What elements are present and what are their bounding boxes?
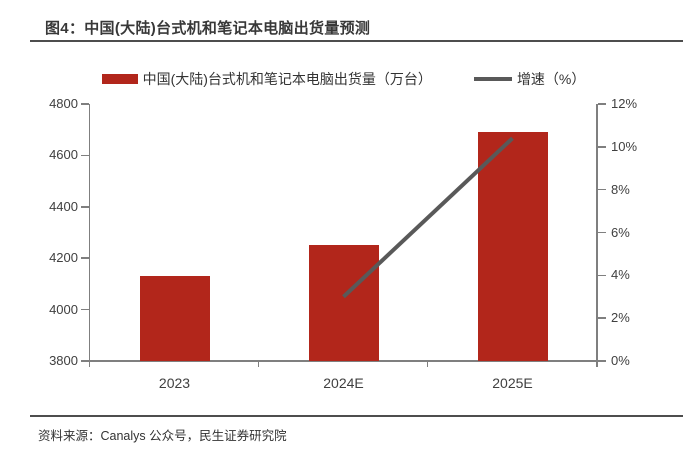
y-axis-right-label: 10% [611,138,638,154]
legend-item-shipments: 中国(大陆)台式机和笔记本电脑出货量（万台） [101,69,432,89]
y-axis-right [596,104,598,361]
y-axis-right-tick [597,274,606,277]
y-axis-right-label: 4% [611,267,630,283]
y-axis-left-label: 4200 [49,250,78,266]
y-axis-right-label: 0% [611,353,630,368]
line-series-swatch-icon [473,77,512,81]
x-axis-label: 2025E [492,375,533,391]
y-axis-left-label: 3800 [49,353,78,368]
legend-item-growth: 增速（%） [473,69,586,89]
bar-2025E [477,132,548,361]
y-axis-right-tick [597,146,606,148]
y-axis-right-tick [597,360,606,362]
y-axis-right-label: 12% [611,96,638,111]
y-axis-left-label: 4400 [49,198,78,214]
x-axis-tick [88,361,90,367]
y-axis-left-label: 4800 [49,96,78,111]
y-axis-left-tick [80,154,89,157]
y-axis-left-label: 4000 [49,301,78,317]
footer-divider [30,415,683,417]
legend: 中国(大陆)台式机和笔记本电脑出货量（万台） 增速（%） [90,68,597,90]
bar-series-swatch-icon [101,74,138,84]
y-axis-left-tick [80,308,89,311]
x-axis-label: 2023 [158,375,191,391]
y-axis-left [88,104,90,361]
legend-label-growth: 增速（%） [516,71,586,87]
y-axis-right-label: 2% [611,310,630,326]
y-axis-right-tick [597,103,606,105]
y-axis-left-label: 4600 [49,147,78,163]
bar-2024E [308,245,379,361]
y-axis-right-tick [597,231,606,234]
y-axis-right-tick [597,317,606,319]
y-axis-left-tick [80,360,89,362]
y-axis-right-label: 6% [611,224,630,240]
y-axis-left-tick [80,103,89,105]
bar-2023 [139,276,210,361]
y-axis-left-tick [80,257,89,259]
x-axis-tick [426,361,428,367]
x-axis-tick [257,361,259,367]
source-note: 资料来源：Canalys 公众号，民生证券研究院 [38,429,287,443]
x-axis-label: 2024E [323,375,364,391]
chart-title: 图4：中国(大陆)台式机和笔记本电脑出货量预测 [45,20,371,37]
y-axis-left-tick [80,206,89,208]
legend-label-shipments: 中国(大陆)台式机和笔记本电脑出货量（万台） [142,71,432,87]
y-axis-right-tick [597,188,606,191]
y-axis-right-label: 8% [611,181,630,197]
x-axis-tick [596,361,598,367]
title-divider [30,40,683,42]
